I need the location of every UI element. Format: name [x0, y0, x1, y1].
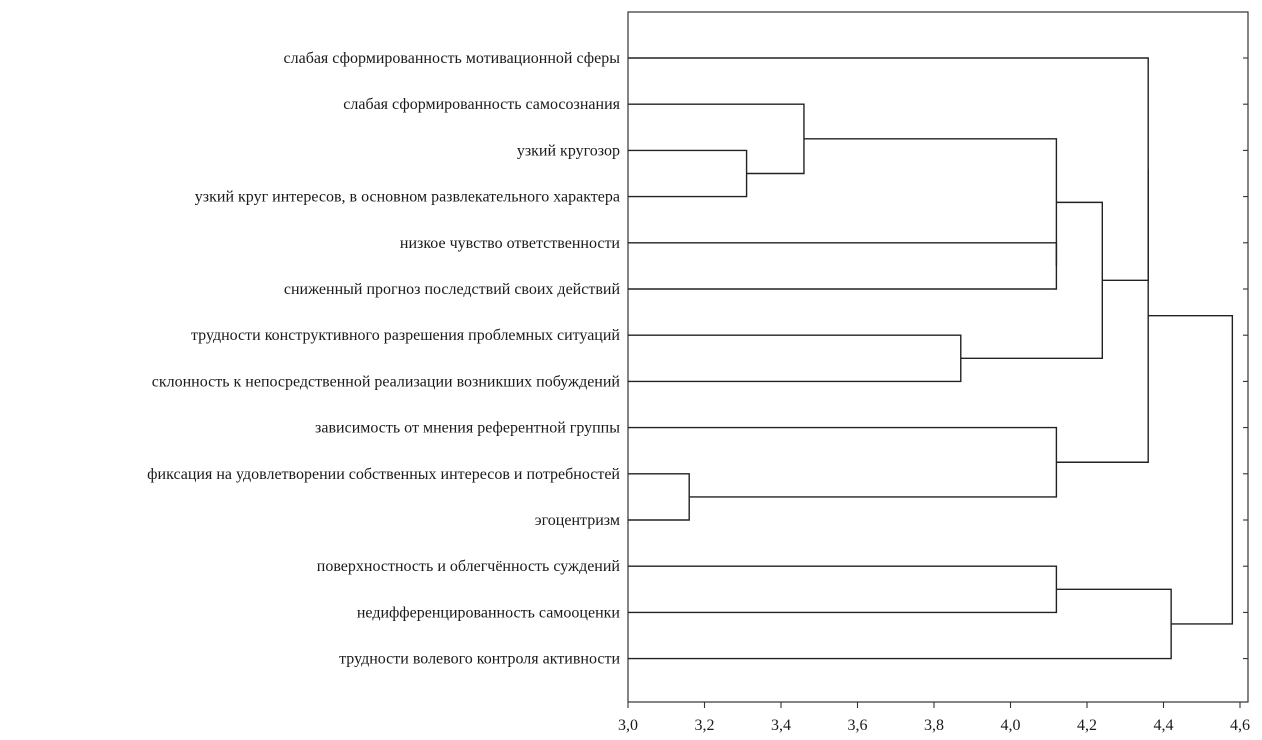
x-tick-label: 3,4	[771, 717, 791, 734]
leaf-label: склонность к непосредственной реализации…	[152, 373, 621, 390]
x-tick-label: 4,6	[1230, 717, 1250, 734]
x-tick-label: 4,4	[1154, 717, 1174, 734]
x-tick-label: 3,0	[618, 717, 638, 734]
leaf-label: трудности конструктивного разрешения про…	[191, 327, 620, 344]
x-tick-label: 4,2	[1077, 717, 1097, 734]
x-tick-label: 3,2	[695, 717, 715, 734]
dendrogram-link	[1056, 169, 1149, 463]
leaf-label: сниженный прогноз последствий своих дейс…	[284, 281, 621, 298]
dendrogram-link	[628, 57, 1149, 282]
dendrogram-link	[628, 103, 805, 175]
leaf-label: узкий кругозор	[517, 142, 620, 159]
dendrogram-link	[628, 473, 690, 521]
dendrogram-links	[628, 57, 1234, 660]
leaf-labels: слабая сформированность мотивационной сф…	[147, 50, 621, 668]
dendrogram-link	[628, 334, 962, 383]
x-tick-label: 3,8	[924, 717, 944, 734]
dendrogram-link	[628, 565, 1058, 614]
leaf-label: недифференцированность самооценки	[357, 604, 621, 621]
dendrogram-link	[803, 138, 1058, 266]
dendrogram-link	[628, 149, 748, 198]
plot-frame	[627, 11, 1249, 703]
leaf-label: зависимость от мнения референтной группы	[315, 420, 620, 437]
leaf-label: трудности волевого контроля активности	[339, 651, 620, 668]
dendrogram-link	[960, 201, 1103, 359]
leaf-label: фиксация на удовлетворении собственных и…	[147, 466, 620, 483]
x-tick-label: 3,6	[848, 717, 868, 734]
leaf-label: низкое чувство ответственности	[400, 235, 621, 252]
dendrogram-link	[628, 426, 1058, 498]
leaf-label: слабая сформированность самосознания	[343, 96, 620, 113]
leaf-label: поверхностность и облегчённость суждений	[317, 558, 621, 575]
x-tick-label: 4,0	[1001, 717, 1021, 734]
leaf-label: эгоцентризм	[535, 512, 620, 529]
dendrogram-link	[628, 242, 1058, 290]
leaf-label: слабая сформированность мотивационной сф…	[284, 50, 621, 67]
dendrogram-link	[1148, 315, 1234, 625]
leaf-label: узкий круг интересов, в основном развлек…	[195, 189, 620, 206]
x-axis: 3,0 3,2 3,4 3,6 3,8 4,0 4,2 4,4 4,6	[618, 57, 1250, 734]
dendrogram-link	[628, 588, 1172, 660]
